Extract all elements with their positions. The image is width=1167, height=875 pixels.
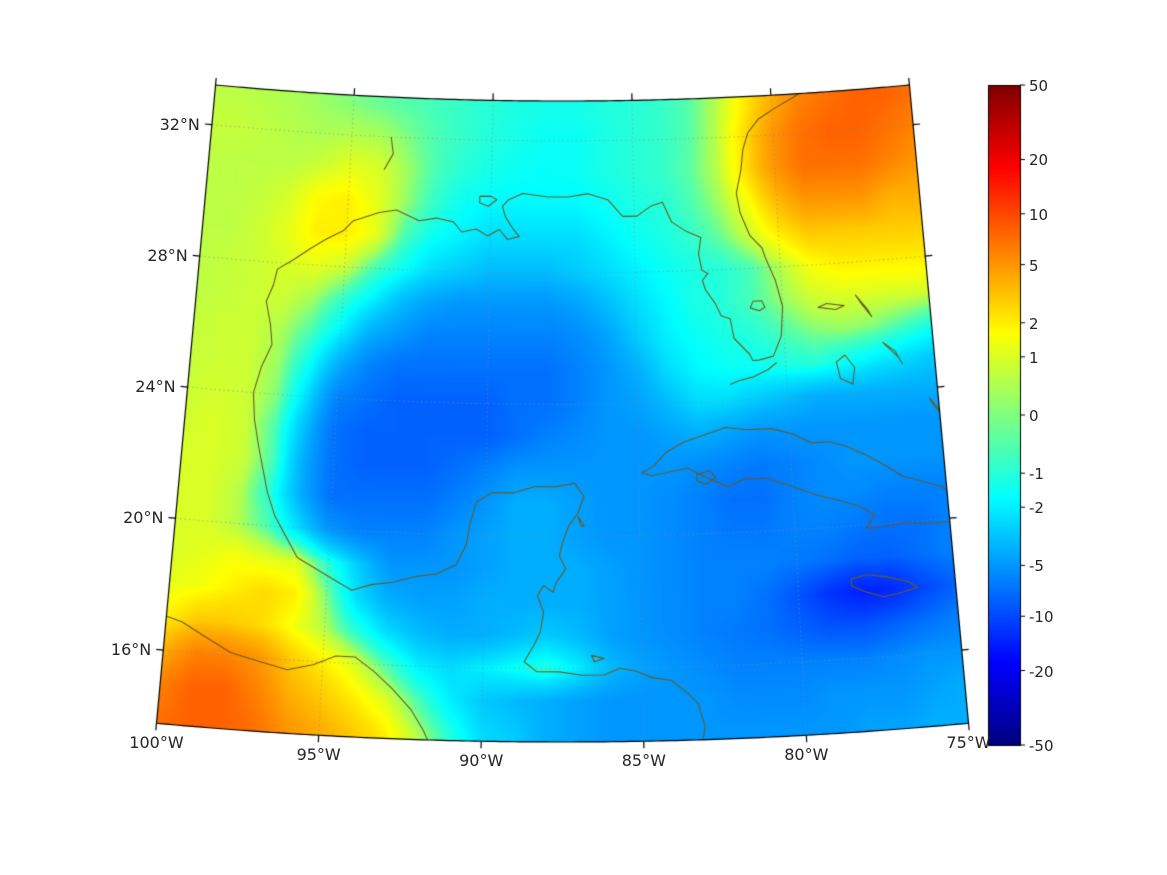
colorbar bbox=[988, 85, 1020, 745]
map-panel bbox=[150, 85, 975, 742]
